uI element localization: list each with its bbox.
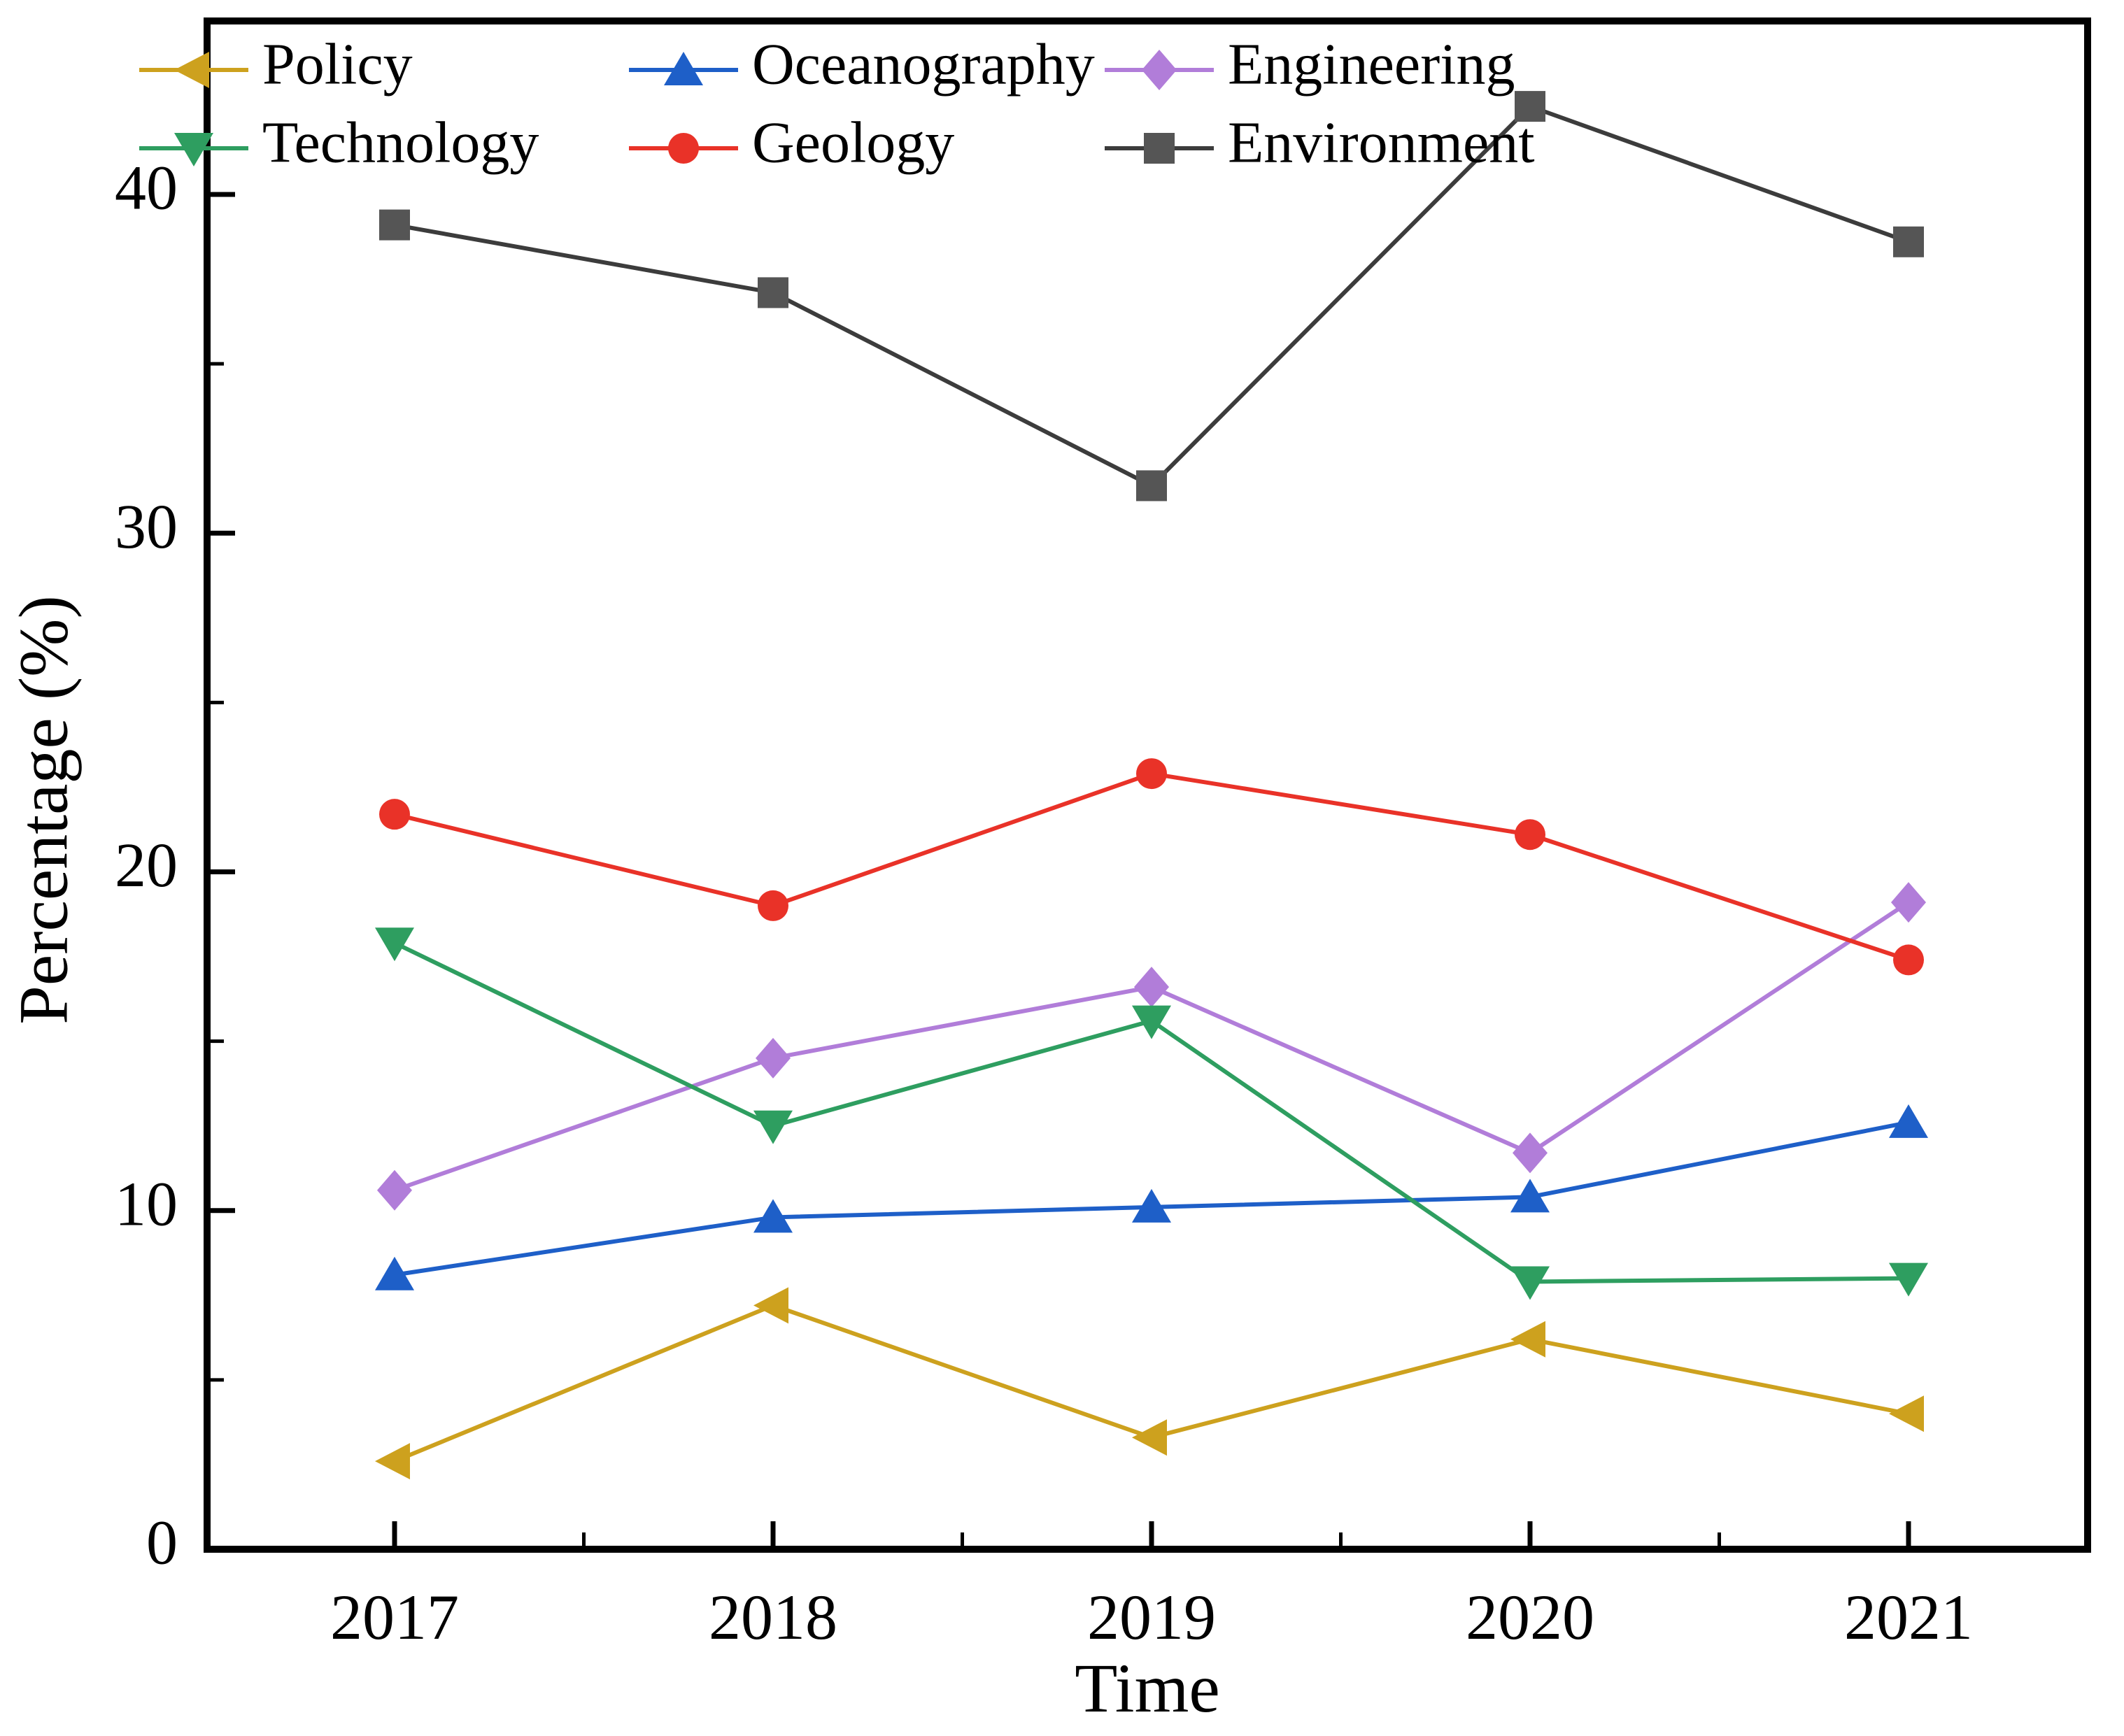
plot-frame xyxy=(204,17,2091,1553)
x-tick-label: 2021 xyxy=(1844,1581,1973,1653)
x-tick-label: 2017 xyxy=(330,1581,459,1653)
legend-marker-icon xyxy=(174,133,213,166)
data-point-marker xyxy=(753,1287,788,1324)
data-point-marker xyxy=(758,277,788,308)
legend-item-environment: Environment xyxy=(1105,110,1535,175)
legend-label: Environment xyxy=(1228,110,1535,175)
legend-marker-icon xyxy=(1144,133,1175,164)
y-tick-label: 10 xyxy=(115,1169,178,1239)
y-tick-label: 40 xyxy=(115,154,178,223)
legend-marker-icon xyxy=(1142,50,1177,90)
legend-label: Engineering xyxy=(1228,31,1515,97)
legend-item-technology: Technology xyxy=(139,110,539,175)
data-point-marker xyxy=(1510,1179,1550,1213)
data-point-marker xyxy=(1132,1419,1167,1456)
data-point-marker xyxy=(1891,882,1926,923)
data-point-marker xyxy=(1513,1132,1548,1174)
data-point-marker xyxy=(377,1169,412,1211)
y-tick-label: 0 xyxy=(146,1509,178,1578)
x-tick-label: 2019 xyxy=(1087,1581,1216,1653)
data-point-marker xyxy=(375,927,414,962)
data-point-marker xyxy=(1510,1266,1550,1300)
data-point-marker xyxy=(1132,1188,1171,1223)
data-point-marker xyxy=(756,1037,791,1079)
data-point-marker xyxy=(1132,1005,1171,1039)
legend-item-policy: Policy xyxy=(139,31,413,97)
series-policy xyxy=(375,1287,1924,1480)
data-point-marker xyxy=(758,890,788,921)
data-point-marker xyxy=(379,799,410,830)
data-point-marker xyxy=(753,1110,793,1144)
legend-label: Policy xyxy=(262,31,413,97)
y-axis-label: Percentage (%) xyxy=(4,595,83,1025)
data-point-marker xyxy=(1515,91,1545,122)
data-point-marker xyxy=(1136,758,1167,790)
data-point-marker xyxy=(375,1443,410,1480)
series-line xyxy=(394,900,1910,1193)
x-tick-label: 2020 xyxy=(1466,1581,1594,1653)
data-point-marker xyxy=(1510,1321,1545,1358)
legend-item-oceanography: Oceanography xyxy=(629,31,1095,97)
data-point-marker xyxy=(1889,1262,1928,1297)
legend-label: Technology xyxy=(262,110,539,175)
y-tick-label: 30 xyxy=(115,492,178,562)
data-point-marker xyxy=(1136,470,1167,501)
series-environment xyxy=(379,91,1924,501)
data-point-marker xyxy=(1515,819,1545,851)
legend-item-geology: Geology xyxy=(629,110,954,175)
data-point-marker xyxy=(375,1256,414,1290)
legend-marker-icon xyxy=(668,133,699,164)
data-point-marker xyxy=(379,209,410,241)
y-tick-label: 20 xyxy=(115,831,178,900)
legend-label: Geology xyxy=(752,110,954,175)
legend-item-engineering: Engineering xyxy=(1105,31,1515,97)
data-point-marker xyxy=(753,1199,793,1233)
series-geology xyxy=(379,758,1924,976)
series-technology xyxy=(375,927,1928,1300)
data-point-marker xyxy=(1889,1104,1928,1138)
data-point-marker xyxy=(1134,967,1169,1008)
data-point-marker xyxy=(1893,226,1924,257)
series-engineering xyxy=(377,882,1926,1211)
series-line xyxy=(394,771,1909,962)
series-oceanography xyxy=(375,1104,1928,1290)
legend: Policy Oceanography Engineering Technology G… xyxy=(139,31,1535,175)
x-tick-label: 2018 xyxy=(709,1581,837,1653)
legend-marker-icon xyxy=(664,52,703,85)
data-point-marker xyxy=(1889,1395,1924,1432)
x-axis-label: Time xyxy=(1075,1649,1220,1727)
legend-marker-icon xyxy=(174,52,209,88)
legend-label: Oceanography xyxy=(752,31,1095,97)
data-point-marker xyxy=(1893,944,1924,976)
